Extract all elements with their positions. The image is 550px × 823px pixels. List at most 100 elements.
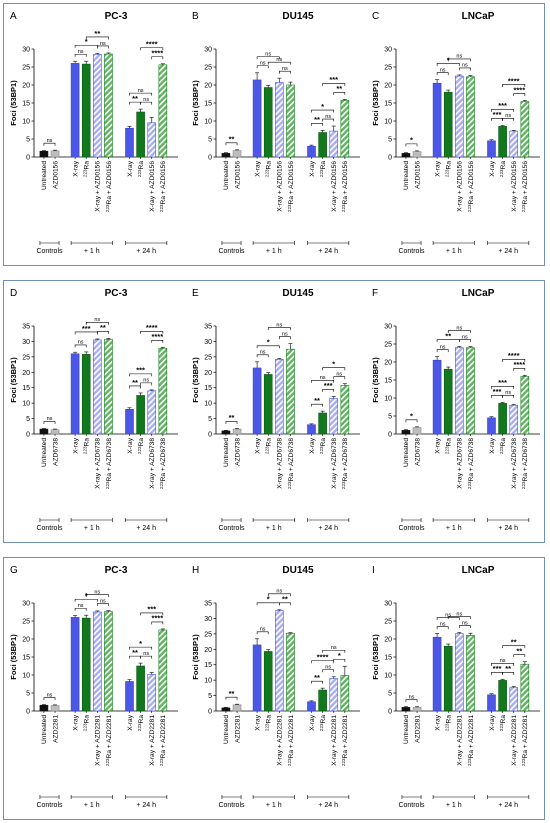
y-tick-label: 0 xyxy=(388,709,392,716)
y-axis-label: Foci (53BP1) xyxy=(9,80,18,126)
significance-label: ns xyxy=(276,322,282,328)
significance-label: * xyxy=(85,37,88,46)
significance-bracket xyxy=(405,419,418,423)
bar xyxy=(286,632,295,712)
y-axis-label: Foci (53BP1) xyxy=(191,80,200,126)
bar xyxy=(252,367,262,435)
significance-bracket xyxy=(151,56,164,60)
significance-bracket xyxy=(502,84,526,87)
significance-bracket xyxy=(502,395,515,398)
x-tick-label: 223Ra xyxy=(137,715,145,731)
x-tick-label: 223Ra xyxy=(137,438,145,454)
significance-bracket xyxy=(225,421,238,424)
significance-label: * xyxy=(321,102,324,111)
x-tick-label: AZD2281 xyxy=(52,715,59,743)
significance-label: ** xyxy=(314,115,320,124)
chart-panel-a: A PC-3 0 5 10 15 20 25 30 Foci (53BP1) Untreated AZ… xyxy=(9,11,178,255)
x-tick-label: AZD6738 xyxy=(414,438,421,466)
y-axis-label: Foci (53BP1) xyxy=(191,634,200,680)
group-label: + 24 h xyxy=(498,802,518,809)
x-tick-label: X-ray + AZD2281 xyxy=(457,715,464,766)
y-tick-label: 30 xyxy=(22,601,30,608)
significance-label: ns xyxy=(78,340,84,346)
significance-label: *** xyxy=(493,664,502,673)
x-tick-label: X-ray xyxy=(127,714,134,730)
bar xyxy=(432,82,442,158)
chart-title: PC-3 xyxy=(105,288,128,299)
group-label: Controls xyxy=(218,802,245,809)
x-tick-label: X-ray + AZD2281 xyxy=(331,715,338,766)
x-tick-label: X-ray + AZD2281 xyxy=(95,715,102,766)
bar xyxy=(455,75,464,158)
y-tick-label: 25 xyxy=(204,65,212,72)
significance-label: * xyxy=(267,338,270,347)
significance-bracket xyxy=(436,617,460,621)
bar xyxy=(432,359,442,435)
x-tick-label: X-ray + AZD2281 xyxy=(277,715,284,766)
y-tick-label: 5 xyxy=(388,691,392,698)
significance-label: ns xyxy=(282,331,288,337)
panel-letter: G xyxy=(10,565,18,576)
significance-label: ns xyxy=(445,612,451,618)
x-tick-label: 223Ra xyxy=(83,161,91,177)
bar xyxy=(70,617,80,712)
significance-bracket xyxy=(129,646,153,650)
chart-title: LNCaP xyxy=(462,565,495,576)
significance-bracket xyxy=(311,660,335,664)
y-tick-label: 0 xyxy=(208,432,212,439)
x-tick-label: X-ray + AZD0156 xyxy=(277,161,284,212)
bar xyxy=(93,611,102,712)
significance-bracket xyxy=(459,67,471,71)
y-tick-label: 15 xyxy=(384,101,392,108)
y-tick-label: 15 xyxy=(204,101,212,108)
y-axis-label: Foci (53BP1) xyxy=(371,80,380,126)
significance-bracket xyxy=(85,594,109,598)
group-label: + 1 h xyxy=(446,802,462,809)
significance-label: ns xyxy=(265,52,271,58)
panel-letter: F xyxy=(372,288,378,299)
y-axis-label: Foci (53BP1) xyxy=(371,634,380,680)
significance-label: **** xyxy=(146,323,158,332)
significance-bracket xyxy=(97,603,109,607)
significance-label: ns xyxy=(456,325,462,331)
bar xyxy=(520,663,530,712)
significance-bracket xyxy=(311,380,335,383)
significance-bracket xyxy=(151,339,164,343)
bar xyxy=(340,100,350,158)
significance-label: ns xyxy=(138,88,144,94)
y-axis-label: Foci (53BP1) xyxy=(9,634,18,680)
x-tick-label: X-ray + AZD6738 xyxy=(277,438,284,489)
group-label: + 1 h xyxy=(84,802,100,809)
significance-label: ns xyxy=(456,611,462,617)
significance-bracket xyxy=(225,696,238,700)
group-bracket xyxy=(125,518,168,522)
group-label: Controls xyxy=(398,525,425,532)
x-tick-label: X-ray xyxy=(309,437,316,453)
group-label: Controls xyxy=(398,248,425,255)
significance-label: ns xyxy=(462,334,468,340)
significance-label: ns xyxy=(260,61,266,67)
significance-label: ns xyxy=(320,375,326,381)
significance-label: **** xyxy=(508,76,520,85)
group-label: + 1 h xyxy=(84,248,100,255)
bar xyxy=(329,130,339,158)
y-tick-label: 25 xyxy=(22,619,30,626)
x-tick-label: 223Ra xyxy=(319,438,327,454)
bar xyxy=(252,644,262,712)
x-tick-label: AZD0156 xyxy=(52,161,59,189)
bar xyxy=(147,122,157,158)
significance-bracket xyxy=(43,142,56,146)
significance-label: ns xyxy=(505,390,511,396)
bar xyxy=(412,151,422,158)
bar xyxy=(232,704,242,712)
x-tick-label: X-ray xyxy=(434,437,441,453)
significance-label: *** xyxy=(493,110,502,119)
group-label: + 1 h xyxy=(84,525,100,532)
x-tick-label: X-ray xyxy=(489,160,496,176)
significance-bracket xyxy=(311,123,323,126)
significance-label: ns xyxy=(78,49,84,55)
x-tick-label: X-ray + AZD6738 xyxy=(331,438,338,489)
bar xyxy=(286,84,295,158)
group-bracket xyxy=(307,518,350,522)
bar xyxy=(455,633,464,712)
